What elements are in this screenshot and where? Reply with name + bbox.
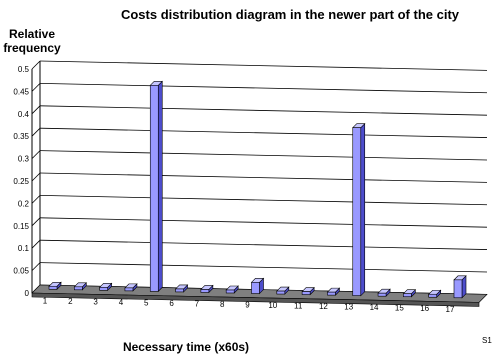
bar	[428, 293, 437, 298]
gridline-wall	[31, 239, 41, 249]
gridline	[39, 105, 488, 116]
x-tick-label: 9	[245, 301, 250, 310]
gridline	[39, 239, 488, 250]
bar	[99, 287, 108, 291]
y-tick-label: 0	[25, 289, 30, 298]
bar	[403, 293, 412, 298]
x-tick-label: 12	[319, 302, 328, 311]
bar	[74, 286, 83, 291]
bar	[149, 85, 159, 292]
x-tick-label: 10	[268, 301, 277, 310]
x-tick-label: 3	[93, 297, 98, 306]
bar	[377, 292, 387, 297]
y-tick-label: 0.3	[18, 155, 30, 164]
x-tick-label: 1	[43, 296, 48, 305]
bar-side	[157, 80, 163, 293]
y-tick-label: 0.05	[13, 267, 29, 276]
bar	[200, 289, 210, 293]
y-tick-label: 0.5	[18, 65, 30, 74]
series-axis-label: S1	[482, 336, 492, 345]
gridline-wall	[31, 150, 41, 159]
y-tick-label: 0.25	[13, 177, 29, 186]
bar	[251, 282, 260, 294]
x-axis-label: Necessary time (x60s)	[123, 340, 249, 354]
x-tick-label: 14	[370, 303, 379, 312]
x-tick-label: 7	[195, 299, 200, 308]
chart-title: Costs distribution diagram in the newer …	[121, 7, 460, 22]
bar	[225, 289, 235, 294]
gridline	[39, 217, 488, 228]
x-tick-label: 6	[169, 299, 174, 308]
bar	[175, 288, 184, 293]
bar	[352, 127, 362, 296]
gridline-wall	[31, 217, 41, 227]
y-tick-label: 0.15	[13, 222, 29, 231]
gridline	[39, 172, 488, 183]
floor-edge	[31, 292, 480, 307]
y-tick-label: 0.2	[18, 199, 30, 208]
bar	[124, 287, 134, 292]
bar	[453, 279, 463, 299]
bar	[301, 291, 311, 295]
y-tick-label: 0.35	[13, 132, 29, 141]
x-tick-label: 16	[420, 304, 429, 313]
gridline-wall	[31, 60, 41, 70]
gridline-wall	[31, 127, 41, 137]
y-axis-label-line-2: frequency	[3, 41, 61, 55]
gridline-wall	[31, 262, 41, 271]
bar	[48, 285, 58, 290]
x-tick-label: 15	[395, 304, 404, 313]
gridline-wall	[31, 105, 41, 115]
y-tick-label: 0.45	[13, 87, 29, 96]
x-tick-labels: 1 2 3 4 5 6 7 8 9 10 11 12 13 14 15 16 17	[43, 296, 455, 314]
gridline	[39, 60, 488, 71]
y-tick-labels: 0 0.05 0.1 0.15 0.2 0.25 0.3 0.35 0.4 0.45 0.5	[13, 65, 29, 298]
x-tick-label: 5	[144, 298, 149, 307]
bar	[327, 291, 336, 296]
gridline	[39, 195, 488, 206]
y-tick-label: 0.1	[18, 244, 30, 253]
bars	[48, 80, 467, 299]
gridline	[39, 150, 488, 161]
x-tick-label: 13	[344, 303, 353, 312]
gridlines	[31, 60, 488, 295]
gridline	[39, 262, 488, 273]
gridline-wall	[31, 172, 41, 182]
x-tick-label: 11	[294, 302, 303, 311]
x-tick-label: 17	[446, 305, 455, 314]
gridline	[39, 83, 488, 94]
x-tick-label: 8	[220, 300, 225, 309]
bar-side	[360, 122, 366, 297]
gridline	[39, 127, 488, 138]
gridline-wall	[31, 195, 41, 204]
bar	[276, 290, 286, 295]
gridline-wall	[31, 83, 41, 92]
y-axis-label-line-1: Relative	[9, 27, 55, 41]
y-tick-label: 0.4	[18, 110, 30, 119]
x-tick-label: 4	[119, 298, 124, 307]
x-tick-label: 2	[68, 297, 73, 306]
